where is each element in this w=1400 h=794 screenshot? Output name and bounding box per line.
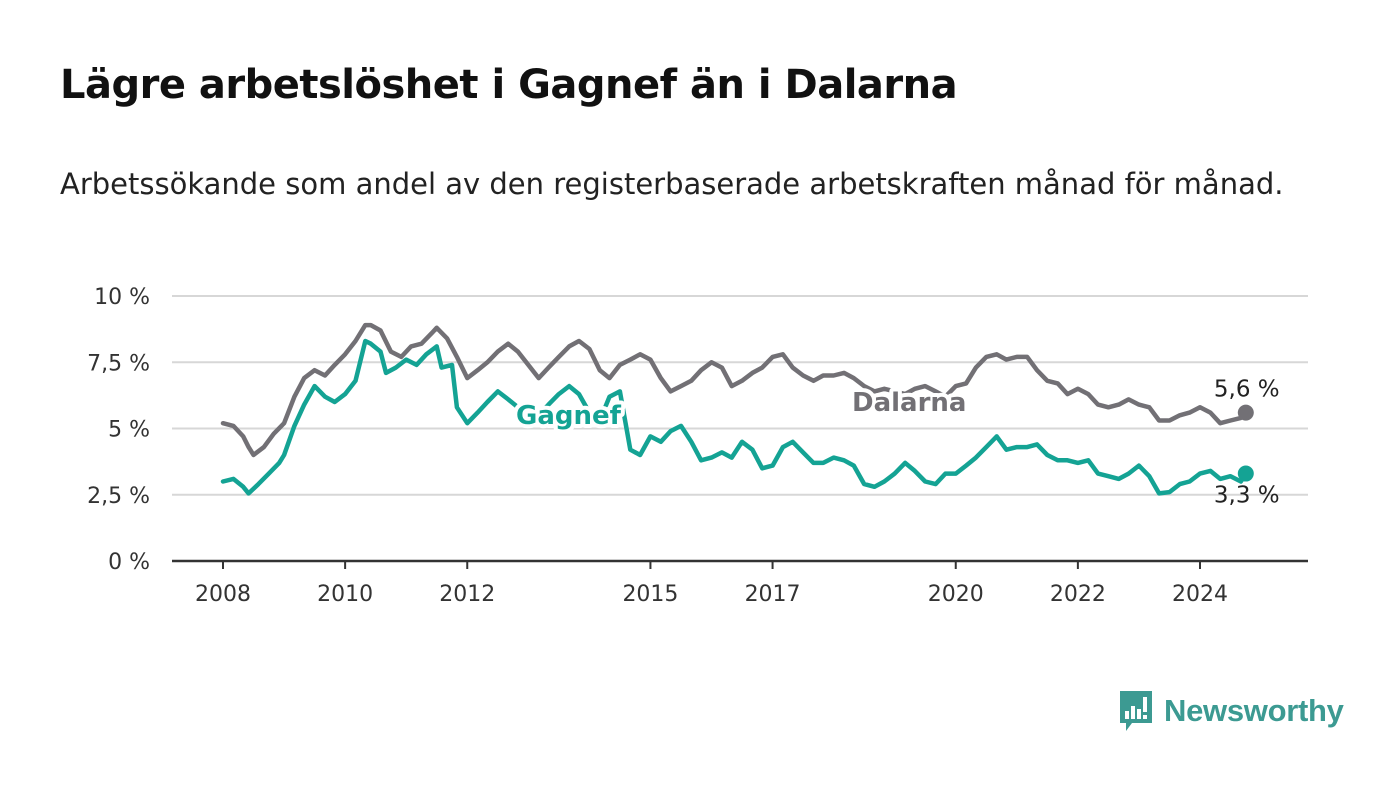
end-value-label-dalarna: 5,6 % [1214, 377, 1280, 403]
x-tick-label: 2020 [928, 582, 984, 607]
brand-name: Newsworthy [1164, 693, 1344, 728]
page-title: Lägre arbetslöshet i Gagnef än i Dalarna [60, 62, 958, 108]
series-endpoint-gagnef [1237, 465, 1254, 482]
series-label-halo: Gagnef [516, 401, 622, 431]
y-tick-label: 10 % [94, 285, 150, 310]
newsworthy-logo: Newsworthy [1118, 689, 1344, 733]
x-tick-label: 2017 [745, 582, 801, 607]
series-line-gagnef [220, 338, 1249, 496]
x-tick-label: 2015 [622, 582, 678, 607]
page-subtitle: Arbetssökande som andel av den registerb… [60, 167, 1284, 201]
series-line-dalarna [220, 322, 1249, 458]
end-value-label-gagnef: 3,3 % [1214, 483, 1280, 509]
y-tick-label: 5 % [108, 418, 150, 443]
x-tick-label: 2024 [1172, 582, 1228, 607]
series-label-gagnef: Gagnef [516, 401, 622, 431]
x-tick-label: 2008 [195, 582, 251, 607]
x-tick-label: 2010 [317, 582, 373, 607]
x-tick-label: 2022 [1050, 582, 1106, 607]
bar-chart-speech-bubble-icon [1120, 691, 1152, 731]
series-label-dalarna: Dalarna [852, 388, 966, 418]
y-tick-label: 2,5 % [87, 484, 150, 509]
y-tick-label: 7,5 % [87, 351, 150, 376]
x-tick-label: 2012 [439, 582, 495, 607]
series-lines [220, 322, 1254, 496]
y-tick-label: 0 % [108, 550, 150, 575]
grid-lines [172, 295, 1308, 563]
series-endpoint-dalarna [1237, 404, 1254, 421]
y-axis: 0 % 2,5 % 5 % 7,5 % 10 % [87, 285, 150, 575]
series-label-halo: Dalarna [852, 388, 966, 418]
x-axis: 2008 2010 2012 2015 2017 2020 2022 2024 [195, 561, 1228, 607]
